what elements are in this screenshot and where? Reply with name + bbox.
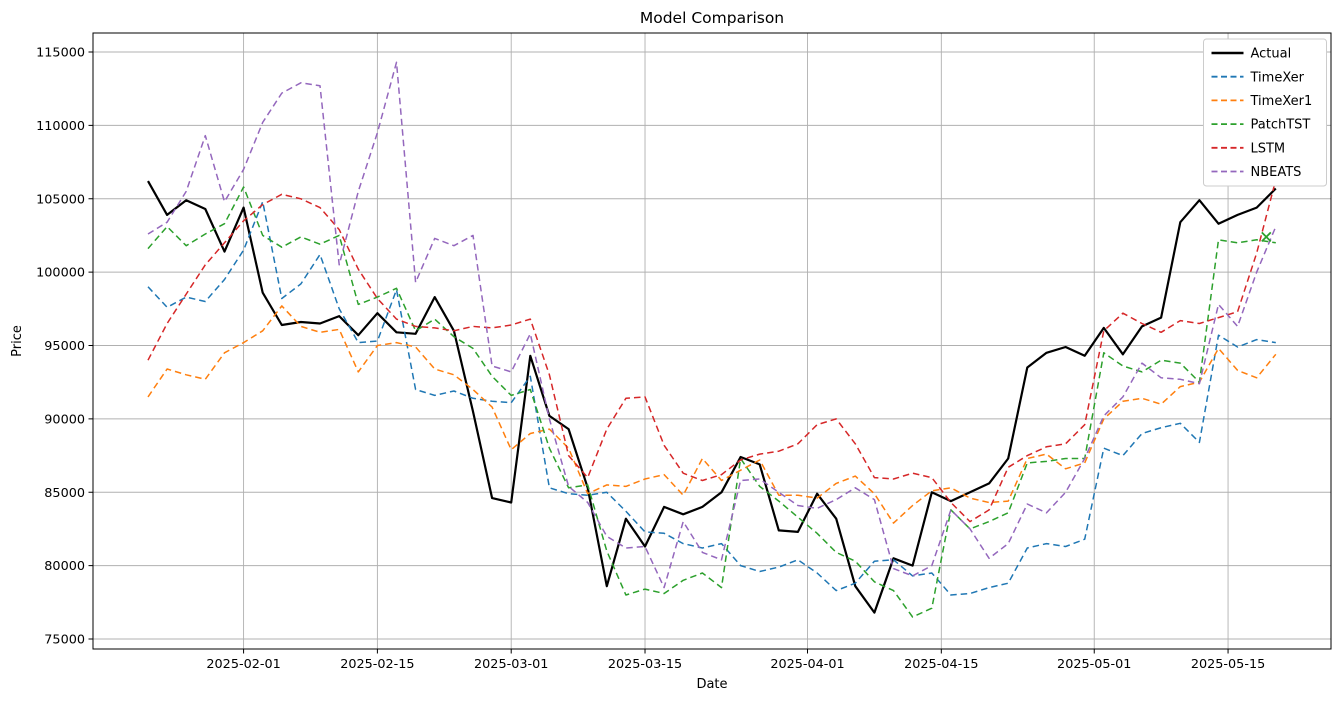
x-tick-label: 2025-02-15 [340, 657, 414, 672]
legend-box [1203, 38, 1327, 187]
chart-title: Model Comparison [640, 9, 784, 27]
x-marker [1261, 231, 1272, 243]
series-line-timexer1 [147, 305, 1277, 524]
x-axis-label: Date [696, 677, 727, 692]
y-axis-label: Price [10, 325, 25, 357]
legend-label-lstm: LSTM [1251, 141, 1286, 156]
annotation-layer [1261, 231, 1272, 243]
axes-layer: 2025-02-01 2025-02-15 2025-03-01 2025-03-15… [36, 46, 1265, 673]
x-tick-label: 2025-03-15 [608, 657, 682, 672]
y-tick-label: 115000 [36, 46, 85, 61]
y-tick-label: 90000 [44, 412, 85, 427]
x-tick-label: 2025-05-15 [1191, 657, 1265, 672]
y-tick-label: 75000 [44, 633, 85, 648]
series-line-nbeats [147, 61, 1277, 589]
series-layer [147, 61, 1277, 618]
y-tick-label: 105000 [36, 192, 85, 207]
legend-label-timexer1: TimeXer1 [1250, 94, 1313, 109]
y-tick-label: 110000 [36, 119, 85, 134]
y-tick-label: 95000 [44, 339, 85, 354]
x-tick-label: 2025-04-01 [770, 657, 844, 672]
legend-label-nbeats: NBEATS [1251, 165, 1302, 180]
series-line-actual [147, 180, 1277, 614]
plot-border [92, 32, 1332, 650]
y-tick-label: 80000 [44, 559, 85, 574]
x-tick-label: 2025-02-01 [206, 657, 280, 672]
y-tick-label: 100000 [36, 266, 85, 281]
legend-label-patchtst: PatchTST [1251, 118, 1311, 133]
legend: Actual TimeXer TimeXer1 PatchTST LSTM NBEATS [1203, 38, 1327, 187]
series-line-patchtst [147, 186, 1276, 618]
series-line-lstm [147, 179, 1277, 523]
grid-layer [93, 33, 1331, 649]
legend-label-actual: Actual [1251, 47, 1292, 62]
series-line-timexer [147, 200, 1276, 596]
x-tick-label: 2025-05-01 [1057, 657, 1131, 672]
legend-label-timexer: TimeXer [1250, 70, 1305, 85]
x-tick-label: 2025-04-15 [904, 657, 978, 672]
y-tick-label: 85000 [44, 486, 85, 501]
x-tick-label: 2025-03-01 [474, 657, 548, 672]
